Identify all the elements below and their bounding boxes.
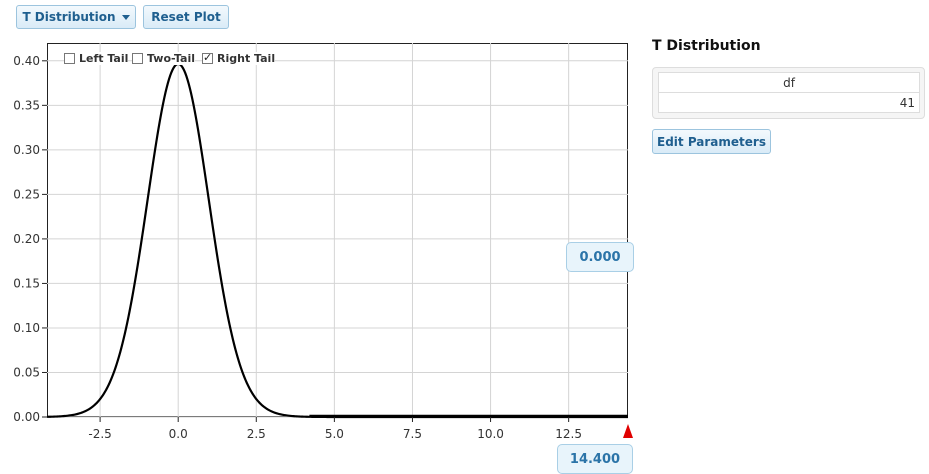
cutoff-marker-icon[interactable]: [623, 424, 633, 438]
x-tick-label: 12.5: [555, 427, 582, 441]
x-tick-label: -2.5: [88, 427, 111, 441]
cutoff-readout[interactable]: 14.400: [557, 444, 633, 474]
x-tick-label: 5.0: [325, 427, 344, 441]
parameter-header: df: [658, 72, 920, 93]
x-tick-label: 0.0: [169, 427, 188, 441]
parameter-value-row: 41: [658, 92, 920, 113]
x-tick-label: 2.5: [247, 427, 266, 441]
reset-plot-button[interactable]: Reset Plot: [143, 5, 229, 29]
df-value: 41: [658, 92, 920, 113]
two-tail-option[interactable]: Two-Tail: [132, 52, 196, 65]
y-tick-label: 0.35: [13, 98, 40, 112]
y-tick-label: 0.30: [13, 143, 40, 157]
panel-title: T Distribution: [652, 38, 761, 54]
distribution-dropdown-label: T Distribution: [22, 10, 116, 24]
x-tick-label: 7.5: [403, 427, 422, 441]
edit-parameters-button[interactable]: Edit Parameters: [652, 129, 771, 154]
plot-area[interactable]: [47, 43, 628, 417]
chevron-down-icon: [121, 14, 130, 20]
left-tail-label: Left Tail: [79, 52, 129, 65]
y-tick-label: 0.10: [13, 321, 40, 335]
parameter-table: df 41: [658, 72, 920, 113]
y-tick-label: 0.40: [13, 54, 40, 68]
y-tick-label: 0.20: [13, 232, 40, 246]
distribution-dropdown-button[interactable]: T Distribution: [16, 5, 136, 29]
two-tail-checkbox[interactable]: [132, 53, 143, 64]
left-tail-option[interactable]: Left Tail: [64, 52, 129, 65]
two-tail-label: Two-Tail: [147, 52, 196, 65]
y-tick-label: 0.15: [13, 276, 40, 290]
right-tail-label: Right Tail: [217, 52, 276, 65]
left-tail-checkbox[interactable]: [64, 53, 75, 64]
y-tick-label: 0.25: [13, 187, 40, 201]
x-tick-label: 10.0: [477, 427, 504, 441]
parameter-box: df 41: [652, 67, 925, 119]
probability-readout[interactable]: 0.000: [566, 242, 634, 272]
right-tail-checkbox[interactable]: [202, 51, 213, 64]
right-tail-option[interactable]: Right Tail: [202, 51, 276, 65]
parameter-header-row: df: [658, 72, 920, 93]
y-tick-label: 0.05: [13, 365, 40, 379]
y-tick-label: 0.00: [13, 410, 40, 424]
